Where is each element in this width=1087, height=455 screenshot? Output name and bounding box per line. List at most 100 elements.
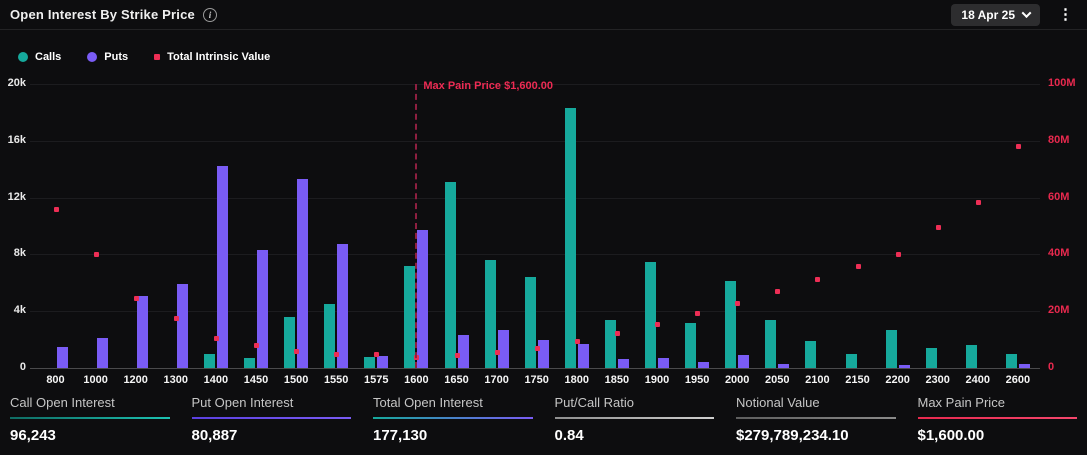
x-axis-tick: 1900 [644,374,670,386]
intrinsic-value-marker[interactable] [294,348,300,354]
gridline [30,254,1040,256]
put-bar[interactable] [377,355,389,368]
put-bar[interactable] [577,343,589,368]
stat-card: Put Open Interest 80,887 [191,395,351,444]
put-bar[interactable] [698,362,710,368]
intrinsic-value-marker[interactable] [895,252,901,258]
intrinsic-value-marker[interactable] [173,316,179,322]
put-bar[interactable] [216,166,228,368]
y-axis-tick-right: 80M [1048,133,1070,146]
stat-underline [917,417,1077,419]
intrinsic-value-marker[interactable] [815,276,821,282]
intrinsic-value-marker[interactable] [1015,144,1021,150]
x-axis-tick: 1500 [283,374,309,386]
put-bar[interactable] [257,250,268,368]
intrinsic-value-marker[interactable] [133,296,139,302]
y-axis-tick-right: 20M [1048,304,1070,317]
intrinsic-value-marker[interactable] [93,252,99,258]
put-bar[interactable] [738,355,750,368]
intrinsic-value-marker[interactable] [494,350,500,356]
intrinsic-value-marker[interactable] [735,300,741,306]
put-bar[interactable] [658,358,669,368]
y-axis-tick-left: 4k [13,304,26,317]
stat-card: Total Open Interest 177,130 [373,395,533,444]
put-bar[interactable] [136,295,148,368]
call-bar[interactable] [1005,353,1017,368]
put-bar[interactable] [1018,364,1030,368]
call-bar[interactable] [604,319,616,368]
put-bar[interactable] [297,179,309,368]
call-bar[interactable] [685,322,697,368]
legend-item-intrinsic[interactable]: Total Intrinsic Value [154,51,270,63]
intrinsic-value-marker[interactable] [534,346,540,352]
call-bar[interactable] [925,348,937,368]
call-bar[interactable] [404,265,416,368]
stat-value: $279,789,234.10 [736,427,849,444]
intrinsic-value-marker[interactable] [454,353,460,359]
puts-marker-icon [87,52,98,62]
legend-item-calls[interactable]: Calls [18,51,61,63]
intrinsic-value-marker[interactable] [374,351,380,357]
call-bar[interactable] [805,341,817,368]
call-bar[interactable] [845,353,857,368]
stat-label: Max Pain Price [917,395,1005,410]
call-bar[interactable] [725,281,737,368]
intrinsic-value-marker[interactable] [254,343,259,349]
stat-value: 0.84 [554,427,584,444]
kebab-menu-icon[interactable]: ⋮ [1054,5,1077,24]
legend-label-puts: Puts [104,51,129,63]
x-axis-tick: 1200 [123,374,148,386]
call-bar[interactable] [564,108,576,368]
call-bar[interactable] [965,344,977,368]
intrinsic-value-marker[interactable] [655,321,660,327]
call-bar[interactable] [645,261,656,368]
put-bar[interactable] [96,338,108,368]
put-bar[interactable] [778,364,790,368]
put-bar[interactable] [337,244,349,368]
max-pain-label: Max Pain Price $1,600.00 [423,80,554,92]
x-axis-tick: 2000 [724,374,750,386]
legend-item-puts[interactable]: Puts [87,51,128,63]
call-bar[interactable] [885,329,897,368]
intrinsic-value-marker[interactable] [53,206,59,212]
intrinsic-value-marker[interactable] [775,289,781,295]
put-bar[interactable] [176,284,188,368]
page-title: Open Interest By Strike Price [10,7,195,22]
x-axis-tick: 2050 [765,374,790,386]
intrinsic-value-marker[interactable] [935,225,941,231]
x-axis-tick: 1000 [83,374,108,386]
call-bar[interactable] [484,260,496,368]
call-bar[interactable] [284,316,296,368]
y-axis-tick-left: 16k [7,133,26,146]
put-bar[interactable] [417,229,429,368]
put-bar[interactable] [457,335,469,368]
put-bar[interactable] [537,339,549,368]
put-bar[interactable] [617,358,629,368]
intrinsic-value-marker[interactable] [334,351,340,357]
call-bar[interactable] [324,304,336,368]
intrinsic-value-marker[interactable] [855,263,861,269]
intrinsic-value-marker[interactable] [975,199,981,205]
put-bar[interactable] [898,365,910,368]
call-bar[interactable] [203,353,215,368]
call-bar[interactable] [244,358,255,368]
call-bar[interactable] [364,356,376,368]
y-axis-tick-right: 40M [1048,247,1070,260]
put-bar[interactable] [56,346,68,368]
intrinsic-value-marker[interactable] [695,310,701,316]
call-bar[interactable] [444,181,456,368]
intrinsic-value-marker[interactable] [614,330,620,336]
info-icon[interactable]: i [202,7,217,22]
intrinsic-value-marker[interactable] [213,336,219,342]
put-bar[interactable] [497,329,509,368]
y-axis-tick-left: 20k [7,77,26,89]
x-axis-tick: 1950 [684,374,710,386]
intrinsic-value-marker[interactable] [574,339,580,345]
call-bar[interactable] [765,319,777,368]
stat-card: Notional Value $279,789,234.10 [736,395,896,444]
expiry-dropdown[interactable]: 18 Apr 25 [951,3,1040,26]
x-axis-tick: 2100 [805,374,830,386]
x-axis-tick: 2200 [885,374,910,386]
call-bar[interactable] [524,277,536,368]
stat-underline [191,417,351,419]
